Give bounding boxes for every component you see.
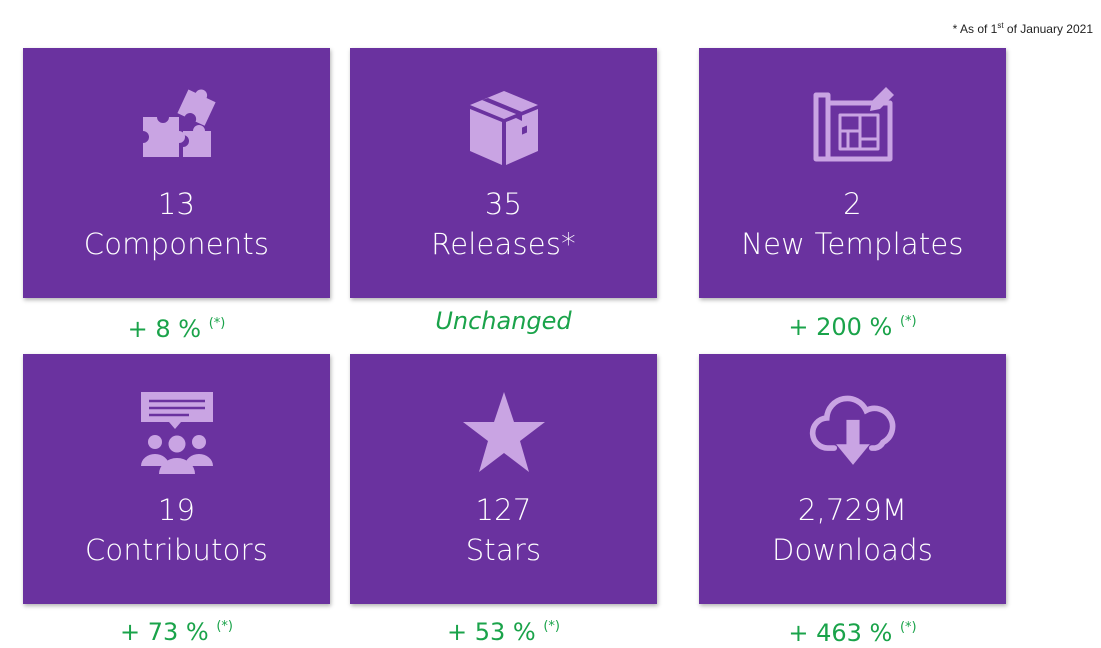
components-value: 13: [157, 187, 196, 221]
star-icon: [459, 388, 549, 478]
contributors-delta-note: (*): [216, 619, 233, 634]
tile-releases: 35 Releases*: [350, 48, 657, 298]
tile-stars: 127 Stars: [350, 354, 657, 604]
footnote-suffix: of January 2021: [1003, 22, 1093, 36]
components-label: Components: [83, 227, 270, 261]
downloads-delta: + 463 % (*): [699, 613, 1006, 648]
downloads-delta-value: + 463 %: [788, 619, 893, 647]
releases-delta: Unchanged: [350, 306, 657, 336]
contributors-delta-value: + 73 %: [119, 618, 209, 646]
contributors-value: 19: [157, 493, 196, 527]
templates-delta-value: + 200 %: [788, 313, 893, 341]
puzzle-icon: [132, 82, 222, 172]
contributors-icon: [132, 388, 222, 478]
stars-label: Stars: [465, 533, 542, 567]
tile-new-templates: 2 New Templates: [699, 48, 1006, 298]
releases-label: Releases*: [431, 227, 576, 261]
templates-delta: + 200 % (*): [699, 307, 1006, 342]
downloads-label: Downloads: [771, 533, 934, 567]
cloud-download-icon: [808, 388, 898, 478]
templates-delta-note: (*): [899, 314, 917, 329]
stars-delta-value: + 53 %: [446, 618, 536, 646]
components-delta-note: (*): [208, 316, 226, 331]
components-delta: + 8 % (*): [23, 309, 330, 344]
stars-delta-note: (*): [543, 619, 560, 634]
templates-label: New Templates: [741, 227, 964, 261]
contributors-delta: + 73 % (*): [23, 612, 330, 647]
stars-delta: + 53 % (*): [350, 612, 657, 647]
package-icon: [459, 82, 549, 172]
releases-value: 35: [484, 187, 523, 221]
templates-value: 2: [843, 187, 862, 221]
downloads-value: 2,729M: [797, 493, 908, 527]
footnote-prefix: * As of 1: [952, 22, 998, 36]
tile-components: 13 Components: [23, 48, 330, 298]
footnote: * As of 1st of January 2021: [953, 21, 1093, 36]
releases-delta-value: Unchanged: [435, 307, 572, 335]
tile-contributors: 19 Contributors: [23, 354, 330, 604]
components-delta-value: + 8 %: [127, 315, 202, 343]
contributors-label: Contributors: [84, 533, 269, 567]
downloads-delta-note: (*): [899, 620, 917, 635]
tile-downloads: 2,729M Downloads: [699, 354, 1006, 604]
blueprint-icon: [808, 82, 898, 172]
stars-value: 127: [475, 493, 532, 527]
footnote-ordinal: st: [997, 21, 1004, 30]
